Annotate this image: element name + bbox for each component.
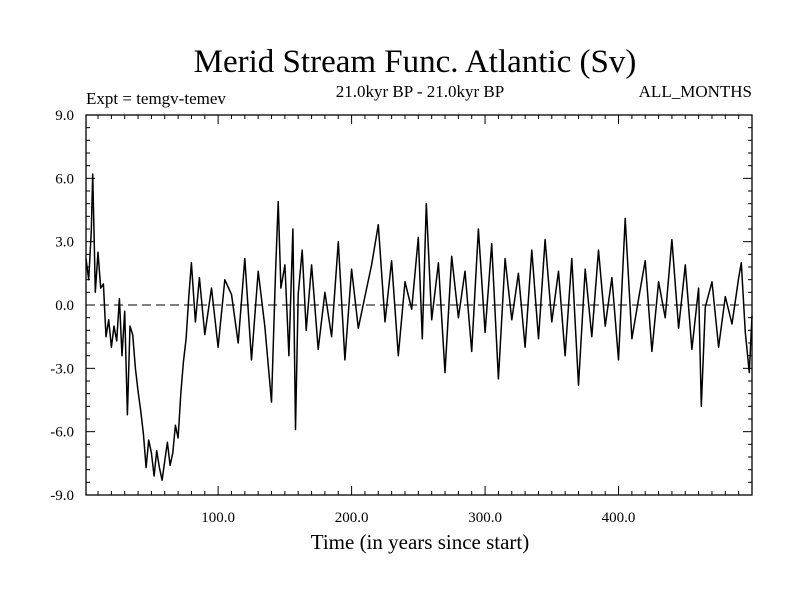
y-tick-label: 6.0 <box>55 171 74 187</box>
chart-title: Merid Stream Func. Atlantic (Sv) <box>194 44 637 80</box>
x-tick-label: 400.0 <box>602 510 636 526</box>
y-tick-label: -6.0 <box>50 425 74 441</box>
x-axis-label: Time (in years since start) <box>311 530 530 554</box>
y-axis: -9.0 -6.0 -3.0 0.0 3.0 6.0 9.0 <box>50 108 752 504</box>
y-tick-label: -3.0 <box>50 361 74 377</box>
y-tick-label: 3.0 <box>55 235 74 251</box>
months-label: ALL_MONTHS <box>639 82 752 101</box>
series-group <box>85 173 753 481</box>
plot-area: -9.0 -6.0 -3.0 0.0 3.0 6.0 9.0 100.0 200.0 300.0… <box>50 108 753 526</box>
y-tick-label: 0.0 <box>55 298 74 314</box>
series-line <box>85 173 753 481</box>
x-tick-label: 100.0 <box>201 510 235 526</box>
period-label: 21.0kyr BP - 21.0kyr BP <box>336 82 504 101</box>
x-tick-label: 300.0 <box>468 510 502 526</box>
y-tick-label: 9.0 <box>55 108 74 124</box>
y-tick-label: -9.0 <box>50 488 74 504</box>
x-axis: 100.0 200.0 300.0 400.0 <box>97 115 753 526</box>
experiment-label: Expt = temgv-temev <box>86 89 226 108</box>
x-tick-label: 200.0 <box>335 510 369 526</box>
